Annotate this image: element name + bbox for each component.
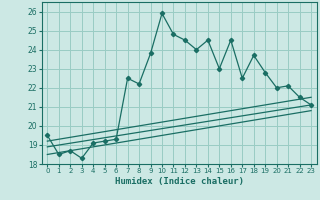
X-axis label: Humidex (Indice chaleur): Humidex (Indice chaleur) xyxy=(115,177,244,186)
